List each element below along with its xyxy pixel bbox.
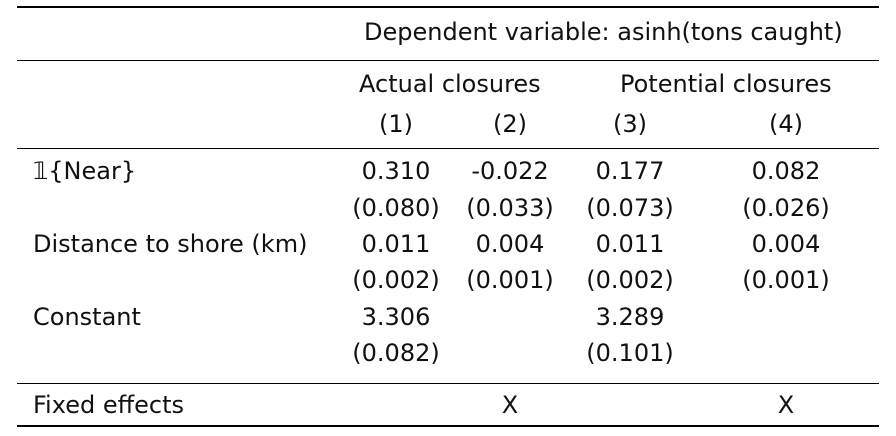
row-label-near: 𝟙{Near} <box>33 157 137 185</box>
se-cell: (0.073) <box>586 194 674 222</box>
fixed-effects-mark: X <box>777 391 795 419</box>
se-cell: (0.080) <box>352 194 440 222</box>
fixed-effects-mark: X <box>501 391 519 419</box>
dependent-variable-heading: Dependent variable: asinh(tons caught) <box>364 18 843 46</box>
row-label-constant: Constant <box>33 303 141 331</box>
coef-cell: 0.011 <box>595 230 665 258</box>
se-cell: (0.001) <box>742 266 830 294</box>
col-number-4: (4) <box>769 110 803 138</box>
se-cell: (0.002) <box>586 266 674 294</box>
row-label-fixed-effects: Fixed effects <box>33 391 184 419</box>
coef-cell: 0.004 <box>751 230 821 258</box>
coef-cell: 0.082 <box>751 157 821 185</box>
group-potential-closures: Potential closures <box>620 70 832 98</box>
body-rule <box>17 383 879 384</box>
se-cell: (0.033) <box>466 194 554 222</box>
coef-cell: 3.306 <box>361 303 431 331</box>
se-cell: (0.002) <box>352 266 440 294</box>
group-actual-closures: Actual closures <box>359 70 541 98</box>
col-number-1: (1) <box>379 110 413 138</box>
se-cell: (0.026) <box>742 194 830 222</box>
coef-cell: 0.004 <box>475 230 545 258</box>
top-rule <box>17 6 879 8</box>
se-cell: (0.082) <box>352 339 440 367</box>
col-number-2: (2) <box>493 110 527 138</box>
se-cell: (0.101) <box>586 339 674 367</box>
coef-cell: -0.022 <box>471 157 549 185</box>
coef-cell: 3.289 <box>595 303 665 331</box>
header-rule-2 <box>17 148 879 149</box>
se-cell: (0.001) <box>466 266 554 294</box>
coef-cell: 0.011 <box>361 230 431 258</box>
coef-cell: 0.310 <box>361 157 431 185</box>
row-label-distance: Distance to shore (km) <box>33 230 308 258</box>
bottom-rule <box>17 425 879 427</box>
coef-cell: 0.177 <box>595 157 665 185</box>
col-number-3: (3) <box>613 110 647 138</box>
header-rule-1 <box>17 60 879 61</box>
